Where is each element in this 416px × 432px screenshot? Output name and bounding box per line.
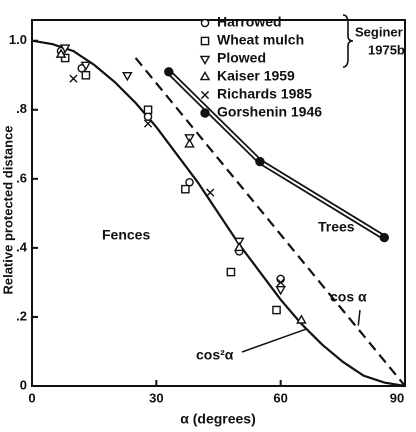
point <box>122 71 133 82</box>
y-axis-label: Relative protected distance <box>0 125 15 294</box>
y-tick-label: 1.0 <box>9 32 27 47</box>
legend-brace <box>342 14 354 68</box>
legend-label: Plowed <box>217 50 266 66</box>
point <box>255 156 265 167</box>
y-tick-label: .4 <box>16 239 28 254</box>
point <box>185 177 194 187</box>
y-tick-label: .2 <box>16 308 27 323</box>
point <box>59 44 71 54</box>
point <box>81 70 91 80</box>
series-line-label: Trees <box>318 219 355 235</box>
y-tick-label: 0 <box>20 377 27 392</box>
curve-label: cos α <box>330 289 367 305</box>
point <box>143 105 153 115</box>
legend-label: Kaiser 1959 <box>217 68 295 84</box>
curve <box>134 57 406 387</box>
point <box>55 48 67 58</box>
point <box>143 112 153 121</box>
point <box>184 138 195 148</box>
point <box>69 74 78 83</box>
legend-entry: Gorshenin 1946 <box>200 104 322 120</box>
curve-formula: cos²α <box>196 347 234 363</box>
y-tick-label: .8 <box>16 101 27 116</box>
curve <box>31 39 406 388</box>
point <box>60 53 70 63</box>
point <box>80 61 92 71</box>
legend-group-label: 1975b <box>368 42 405 57</box>
point <box>164 67 174 77</box>
x-axis-label: α (degrees) <box>180 411 256 427</box>
legend-entry: Wheat mulch <box>200 32 304 48</box>
legend-symbol <box>200 18 210 28</box>
legend-entry: Harrowed <box>200 14 282 30</box>
x-tick-label: 30 <box>149 390 163 405</box>
legend-entry: Plowed <box>199 50 266 66</box>
legend-entry: Richards 1985 <box>200 86 312 102</box>
x-tick-label: 60 <box>273 390 287 405</box>
point <box>379 232 389 243</box>
legend-group-label: Seginer <box>355 24 403 39</box>
point <box>233 241 245 252</box>
legend-symbol <box>200 108 210 118</box>
legend-label: Gorshenin 1946 <box>217 104 322 120</box>
point <box>181 184 190 194</box>
x-tick-label: 0 <box>28 390 35 405</box>
point <box>276 278 285 287</box>
point <box>206 188 215 197</box>
legend-symbol <box>200 36 210 46</box>
legend-symbol <box>199 55 211 66</box>
legend-symbol <box>200 90 210 100</box>
arrow <box>357 309 361 326</box>
point <box>272 305 281 315</box>
curve-label: Fences <box>102 227 150 243</box>
point <box>143 119 153 128</box>
legend-label: Harrowed <box>217 14 282 30</box>
legend-label: Richards 1985 <box>217 86 312 102</box>
legend-entry: Kaiser 1959 <box>199 68 295 84</box>
arrow <box>241 328 306 353</box>
legend-label: Wheat mulch <box>217 32 304 48</box>
y-tick-label: .6 <box>16 170 27 185</box>
point <box>275 286 286 296</box>
point <box>296 314 307 324</box>
point <box>226 267 236 277</box>
plot-frame <box>31 19 406 387</box>
x-tick-label: 90 <box>390 390 404 405</box>
legend-symbol <box>199 70 211 81</box>
